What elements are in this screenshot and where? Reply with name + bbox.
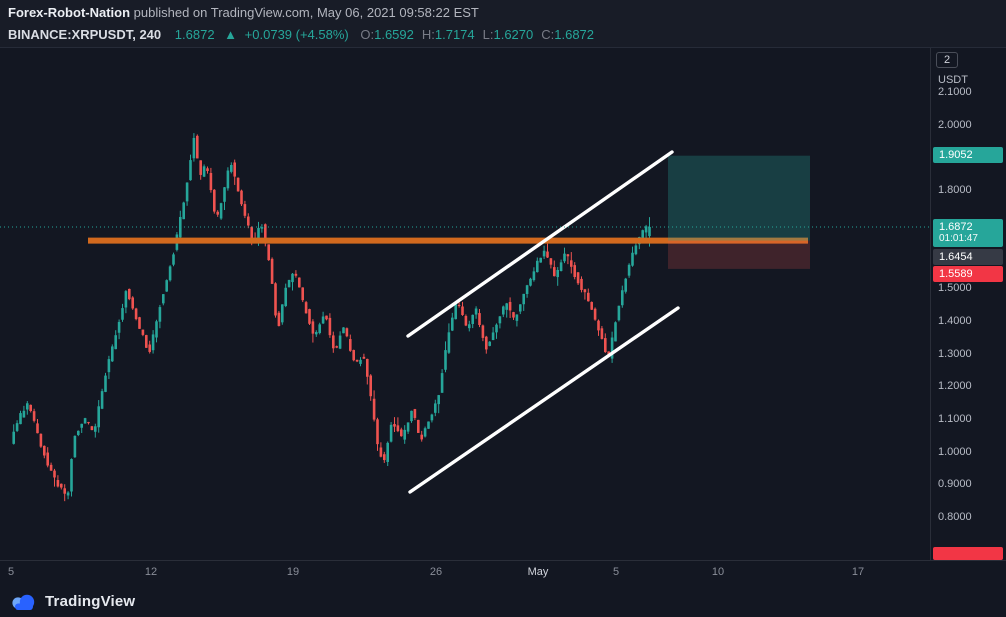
price-axis-label: 0.9000 [938, 478, 972, 491]
price-axis-label: 0.8000 [938, 510, 972, 523]
time-axis-label: 5 [612, 566, 620, 578]
price-axis[interactable]: 2 USDT 2.1000 2.0000 1.8000 1.5000 1.4000 1.3… [930, 48, 1006, 560]
price-unit-label: USDT [938, 74, 968, 86]
channel-trendline [408, 306, 680, 494]
profit-target-box [668, 155, 810, 241]
price-scale-toggle[interactable]: 2 [936, 52, 959, 68]
price-axis-label: 2.1000 [938, 86, 972, 98]
price-axis-label: 1.0000 [938, 445, 972, 458]
ohlc-value: 1.6592 [374, 27, 414, 42]
up-arrow-icon: ▲ [224, 27, 238, 42]
time-axis[interactable]: 5 12 19 26 May 5 10 17 [0, 560, 1006, 586]
channel-trendline [406, 150, 674, 338]
chart-canvas[interactable] [0, 48, 930, 560]
last-price: 1.6872 [174, 27, 215, 42]
ohlc-value: 1.6872 [554, 27, 595, 42]
footer: TradingView [0, 586, 1006, 617]
stop-price-badge: 1.5589 [933, 266, 1003, 282]
orange-line-price-badge: 1.6454 [933, 249, 1003, 265]
price-axis-label: 1.8000 [938, 184, 972, 197]
time-axis-label: 19 [286, 566, 300, 578]
symbol-info-bar: BINANCE:XRPUSDT, 240 1.6872 ▲ +0.0739 (+… [8, 27, 594, 42]
current-price-badge: 1.6872 01:01:47 [933, 219, 1003, 247]
time-axis-label: 12 [144, 566, 158, 578]
target-price-badge: 1.9052 [933, 147, 1003, 163]
time-axis-label: 17 [851, 566, 865, 578]
time-axis-label: 5 [7, 566, 15, 578]
publish-bar: Forex-Robot-Nation published on TradingV… [8, 5, 479, 20]
stop-loss-box [668, 240, 810, 269]
ohlc-label: C: [541, 27, 555, 42]
candlestick-chart-area[interactable] [0, 48, 930, 560]
price-axis-label: 1.3000 [938, 347, 972, 360]
tradingview-logo-icon[interactable] [10, 593, 38, 611]
ohlc-value: 1.7174 [434, 27, 475, 42]
ohlc-label: O: [360, 27, 375, 42]
price-axis-label: 2.0000 [938, 118, 972, 131]
price-change: +0.0739 (+4.58%) [244, 27, 349, 42]
ohlc-label: L: [482, 27, 494, 42]
orange-resistance-line [88, 237, 808, 244]
price-axis-label: 1.2000 [938, 380, 972, 393]
ohlc-values: O:1.6592 H:1.7174 L:1.6270 C:1.6872 [352, 27, 594, 42]
author-name[interactable]: Forex-Robot-Nation [8, 5, 131, 20]
time-axis-label: May [527, 566, 549, 578]
price-axis-label: 1.4000 [938, 314, 972, 327]
time-axis-label: 10 [711, 566, 725, 578]
ohlc-label: H: [421, 27, 435, 42]
publish-info: published on TradingView.com, May 06, 20… [130, 5, 479, 20]
ohlc-value: 1.6270 [493, 27, 534, 42]
symbol-interval[interactable]: BINANCE:XRPUSDT, 240 [8, 27, 162, 42]
footer-brand[interactable]: TradingView [45, 593, 136, 610]
price-axis-label: 1.1000 [938, 412, 972, 425]
time-axis-label: 26 [429, 566, 443, 578]
header: Forex-Robot-Nation published on TradingV… [0, 0, 1006, 48]
clipped-red-badge [933, 547, 1003, 560]
price-axis-label: 1.5000 [938, 282, 972, 295]
